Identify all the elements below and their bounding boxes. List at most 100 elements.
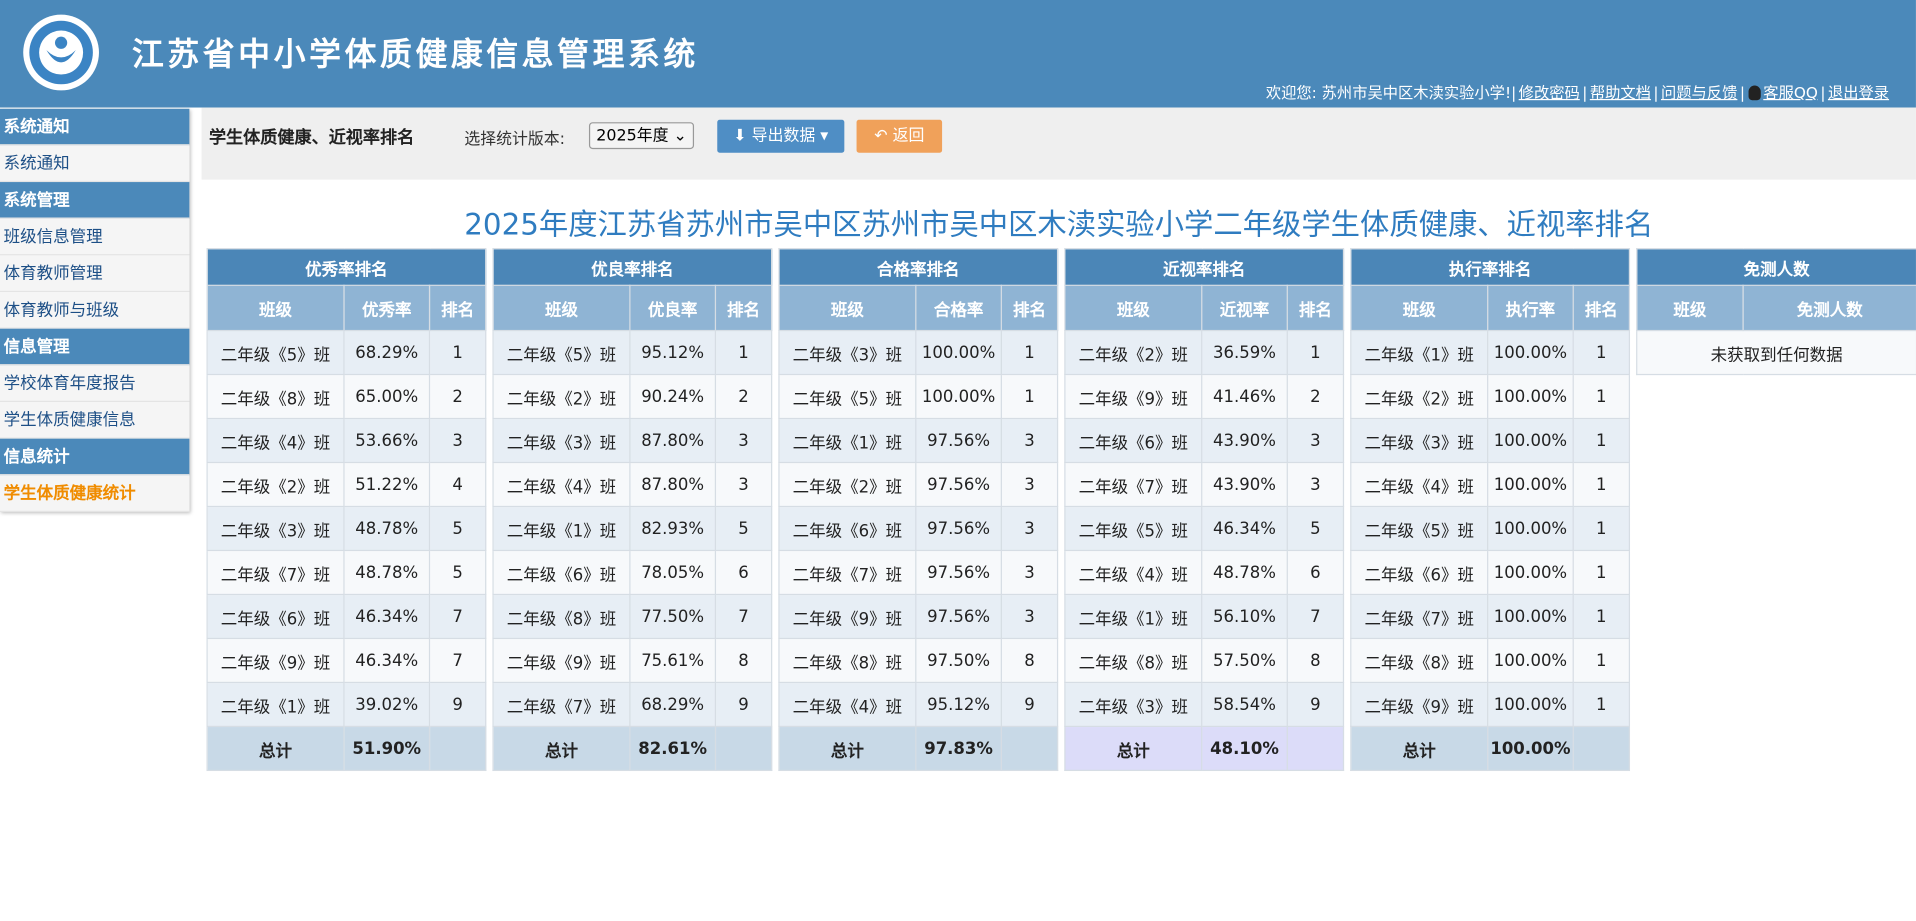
export-button[interactable]: ⬇ 导出数据 ▾	[717, 119, 845, 153]
sidebar-item[interactable]: 体育教师管理	[0, 255, 190, 293]
cell: 二年级《8》班	[492, 593, 631, 640]
sidebar-item[interactable]: 班级信息管理	[0, 218, 190, 256]
rank-table: 合格率排名 班级 合格率 排名 二年级《3》班 100.00% 1 二年级《5》班 100.00…	[778, 248, 1059, 772]
title-row: 执行率排名	[1350, 248, 1631, 286]
data-row: 二年级《7》班 43.90% 3	[1064, 461, 1345, 508]
cell: 43.90%	[1201, 461, 1288, 508]
sidebar-item[interactable]: 学校体育年度报告	[0, 365, 190, 403]
report-title: 2025年度江苏省苏州市吴中区苏州市吴中区木渎实验小学二年级学生体质健康、近视率…	[464, 207, 1654, 242]
data-row: 二年级《9》班 41.46% 2	[1064, 373, 1345, 420]
data-row: 二年级《1》班 97.56% 3	[778, 417, 1059, 464]
cell: 5	[428, 505, 487, 552]
cell: 3	[1286, 417, 1345, 464]
separator: |	[1582, 83, 1588, 102]
data-row: 二年级《4》班 95.12% 9	[778, 681, 1059, 728]
column-header: 班级	[1064, 284, 1203, 332]
cell: 5	[428, 549, 487, 596]
version-select[interactable]: 2025年度 ⌄	[588, 122, 695, 150]
cell: 9	[1000, 681, 1059, 728]
header-row: 班级 合格率 排名	[778, 284, 1059, 332]
cell: 二年级《5》班	[778, 373, 917, 420]
cell: 1	[714, 329, 773, 376]
cell: 二年级《4》班	[1350, 461, 1489, 508]
app-title: 江苏省中小学体质健康信息管理系统	[131, 36, 699, 74]
data-row: 二年级《2》班 100.00% 1	[1350, 373, 1631, 420]
total-cell: 97.83%	[915, 725, 1002, 772]
total-cell: 总计	[206, 725, 345, 772]
data-row: 二年级《7》班 100.00% 1	[1350, 593, 1631, 640]
header-link[interactable]: 退出登录	[1827, 83, 1890, 102]
rank-table: 执行率排名 班级 执行率 排名 二年级《1》班 100.00% 1 二年级《2》班 100.00…	[1350, 248, 1631, 772]
cell: 二年级《7》班	[206, 549, 345, 596]
cell: 1	[1572, 505, 1631, 552]
total-cell: 48.10%	[1201, 725, 1288, 772]
cell: 二年级《6》班	[1064, 417, 1203, 464]
cell: 8	[1000, 637, 1059, 684]
data-row: 二年级《5》班 100.00% 1	[778, 373, 1059, 420]
cell: 二年级《1》班	[1064, 593, 1203, 640]
sidebar-item[interactable]: 系统通知	[0, 145, 190, 183]
rank-table: 优良率排名 班级 优良率 排名 二年级《5》班 95.12% 1 二年级《2》班 90.24% 2…	[492, 248, 773, 772]
data-row: 二年级《8》班 97.50% 8	[778, 637, 1059, 684]
cell: 3	[1286, 461, 1345, 508]
data-row: 二年级《1》班 56.10% 7	[1064, 593, 1345, 640]
data-row: 二年级《4》班 87.80% 3	[492, 461, 773, 508]
cell: 78.05%	[629, 549, 717, 596]
sidebar-item[interactable]: 体育教师与班级	[0, 292, 190, 329]
cell: 二年级《9》班	[206, 637, 345, 684]
cell: 46.34%	[1201, 505, 1288, 552]
data-row: 二年级《5》班 68.29% 1	[206, 329, 487, 376]
cell: 二年级《2》班	[206, 461, 345, 508]
cell: 58.54%	[1201, 681, 1288, 728]
cell: 1	[428, 329, 487, 376]
header-link[interactable]: 问题与反馈	[1660, 83, 1738, 102]
sidebar-item[interactable]: 学生体质健康统计	[0, 475, 190, 512]
sidebar-section: 系统管理	[0, 182, 190, 219]
table-title: 合格率排名	[778, 248, 1059, 286]
title-row: 优良率排名	[492, 248, 773, 286]
cell: 97.56%	[915, 461, 1002, 508]
cell: 3	[1000, 417, 1059, 464]
total-row: 总计 51.90%	[206, 725, 487, 772]
cell: 9	[714, 681, 773, 728]
cell: 43.90%	[1201, 417, 1288, 464]
separator: |	[1820, 83, 1826, 102]
cell: 1	[1000, 329, 1059, 376]
cell: 二年级《5》班	[206, 329, 345, 376]
column-header: 合格率	[915, 284, 1002, 332]
data-row: 二年级《6》班 43.90% 3	[1064, 417, 1345, 464]
cell: 5	[1286, 505, 1345, 552]
cell: 77.50%	[629, 593, 717, 640]
sidebar-item[interactable]: 学生体质健康信息	[0, 402, 190, 439]
cell: 57.50%	[1201, 637, 1288, 684]
cell: 二年级《7》班	[1064, 461, 1203, 508]
data-row: 二年级《5》班 95.12% 1	[492, 329, 773, 376]
cell: 48.78%	[1201, 549, 1288, 596]
data-row: 二年级《9》班 75.61% 8	[492, 637, 773, 684]
data-row: 二年级《8》班 77.50% 7	[492, 593, 773, 640]
cell: 65.00%	[343, 373, 431, 420]
header-link[interactable]: 客服QQ	[1763, 83, 1818, 102]
cell: 90.24%	[629, 373, 717, 420]
table-title: 近视率排名	[1064, 248, 1345, 286]
cell: 100.00%	[1487, 505, 1574, 552]
cell: 二年级《6》班	[1350, 549, 1489, 596]
toolbar: 学生体质健康、近视率排名 选择统计版本: 2025年度 ⌄ ⬇ 导出数据 ▾ ↶…	[201, 107, 1916, 180]
cell: 36.59%	[1201, 329, 1288, 376]
cell: 7	[714, 593, 773, 640]
back-button[interactable]: ↶ 返回	[856, 119, 943, 153]
data-row: 二年级《8》班 57.50% 8	[1064, 637, 1345, 684]
cell: 9	[1286, 681, 1345, 728]
header-link[interactable]: 修改密码	[1518, 83, 1580, 102]
cell: 二年级《2》班	[778, 461, 917, 508]
total-row: 总计 97.83%	[778, 725, 1059, 772]
cell: 97.56%	[915, 549, 1002, 596]
total-cell: 51.90%	[343, 725, 431, 772]
cell: 3	[1000, 549, 1059, 596]
cell: 46.34%	[343, 593, 431, 640]
data-row: 二年级《8》班 65.00% 2	[206, 373, 487, 420]
empty-message: 未获取到任何数据	[1636, 329, 1916, 376]
total-cell: 总计	[1064, 725, 1203, 772]
header-link[interactable]: 帮助文档	[1589, 83, 1651, 102]
